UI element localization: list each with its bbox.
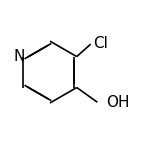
Text: OH: OH bbox=[106, 95, 130, 110]
Text: N: N bbox=[14, 49, 25, 64]
Text: Cl: Cl bbox=[93, 36, 108, 51]
